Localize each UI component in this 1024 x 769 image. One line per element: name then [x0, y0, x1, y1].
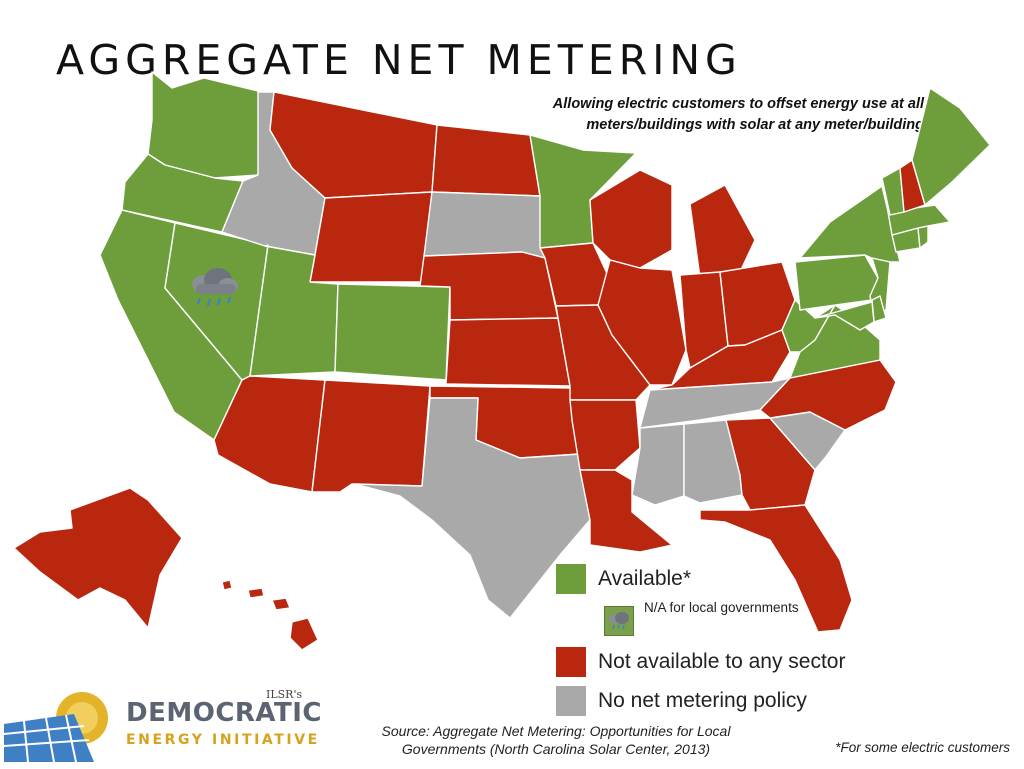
- state-MI: [689, 184, 756, 279]
- page-title: AGGREGATE NET METERING: [56, 36, 742, 84]
- state-ME: [911, 87, 991, 206]
- state-NM: [311, 379, 431, 493]
- legend-label-na-local: N/A for local governments: [644, 600, 799, 615]
- state-TX: [354, 397, 591, 619]
- state-WA: [147, 71, 263, 179]
- state-MD: [814, 301, 875, 331]
- storm-cloud-icon: [604, 606, 634, 636]
- storm-cloud-icon: [192, 268, 238, 307]
- legend-no-policy: No net metering policy: [556, 686, 807, 716]
- logo: ILSR's DEMOCRATIC ENERGY INITIATIVE: [3, 684, 334, 764]
- state-WV: [781, 299, 836, 353]
- state-AR: [569, 399, 641, 471]
- state-WI: [589, 169, 673, 269]
- legend-na-local: N/A for local governments: [604, 598, 804, 636]
- state-NY: [799, 185, 901, 263]
- state-LA: [579, 469, 673, 553]
- state-FL: [699, 504, 853, 633]
- logo-tagline: ENERGY INITIATIVE: [126, 732, 320, 748]
- logo-name: DEMOCRATIC: [126, 698, 323, 728]
- state-RI: [917, 225, 929, 249]
- legend-label-available: Available*: [598, 567, 692, 590]
- legend-swatch-no-policy: [556, 686, 586, 716]
- legend-not-available: Not available to any sector: [556, 647, 845, 677]
- state-ND: [431, 124, 541, 197]
- footnote: *For some electric customers: [835, 740, 1010, 755]
- state-HI: [221, 579, 319, 651]
- state-KS: [445, 317, 571, 387]
- state-AZ: [213, 375, 326, 493]
- solar-panel-logo-icon: [3, 692, 108, 763]
- legend-swatch-available: [556, 564, 586, 594]
- state-PA: [794, 254, 879, 311]
- legend-label-not-available: Not available to any sector: [598, 650, 846, 673]
- source-citation: Source: Aggregate Net Metering: Opportun…: [381, 723, 731, 757]
- page-subtitle: Allowing electric customers to offset en…: [552, 96, 924, 133]
- state-AK: [13, 487, 183, 629]
- legend-available: Available*: [556, 564, 691, 594]
- state-SD: [423, 191, 546, 259]
- logo-prefix: ILSR's: [266, 688, 303, 701]
- state-MS: [631, 423, 685, 506]
- legend-label-no-policy: No net metering policy: [598, 689, 807, 712]
- state-WY: [309, 191, 433, 283]
- legend-swatch-not-available: [556, 647, 586, 677]
- state-CO: [334, 283, 451, 381]
